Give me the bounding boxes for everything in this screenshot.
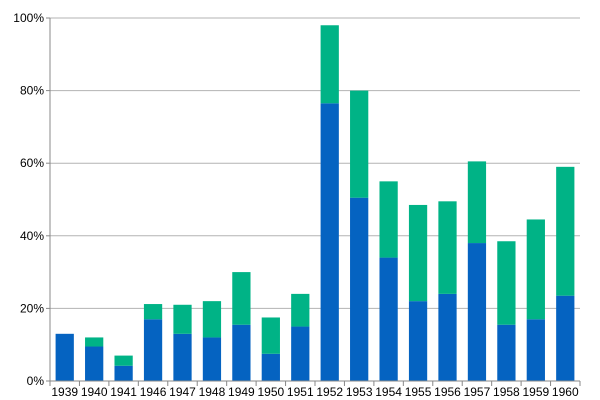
bar-segment-series-1 (408, 301, 428, 381)
bar-segment-series-2 (85, 337, 104, 347)
x-tick-label: 1957 (464, 385, 491, 399)
bar-segment-series-2 (438, 201, 457, 294)
bar-segment-series-1 (55, 333, 74, 381)
x-tick-label: 1941 (110, 385, 137, 399)
bar-segment-series-2 (556, 166, 575, 296)
x-tick-label: 1950 (257, 385, 284, 399)
bar-segment-series-2 (173, 304, 192, 334)
bar-segment-series-1 (526, 319, 545, 381)
x-tick-label: 1954 (375, 385, 402, 399)
x-tick-label: 1940 (81, 385, 108, 399)
bar-segment-series-2 (114, 355, 133, 366)
bar-segment-series-1 (261, 353, 280, 381)
bar-segment-series-2 (143, 304, 163, 320)
bar-segment-series-2 (202, 301, 222, 338)
x-tick-label: 1952 (316, 385, 343, 399)
x-tick-label: 1949 (228, 385, 255, 399)
bar-segment-series-2 (379, 181, 398, 258)
x-tick-label: 1939 (51, 385, 78, 399)
bar-segment-series-1 (438, 293, 457, 381)
bar-segment-series-1 (350, 197, 369, 381)
x-tick-label: 1948 (199, 385, 226, 399)
bar-segment-series-2 (232, 272, 251, 325)
bar-segment-series-1 (114, 365, 133, 381)
bar-segment-series-2 (350, 90, 369, 198)
bar-segment-series-1 (232, 324, 251, 381)
y-tick-label: 20% (20, 301, 44, 315)
bar-segment-series-2 (291, 293, 310, 327)
x-tick-label: 1955 (405, 385, 432, 399)
y-axis-tick-labels: 0% 20% 40% 60% 80% 100% (13, 11, 50, 388)
bar-segment-series-1 (320, 103, 339, 382)
x-tick-label: 1959 (522, 385, 549, 399)
bar-segment-series-2 (261, 317, 280, 354)
bar-segment-series-1 (497, 324, 516, 381)
bar-segment-series-1 (173, 333, 192, 381)
bar-segment-series-1 (143, 319, 163, 381)
bar-segment-series-2 (467, 161, 487, 244)
bar-segment-series-2 (408, 204, 428, 302)
x-tick-label: 1951 (287, 385, 314, 399)
bar-segment-series-2 (497, 241, 516, 325)
bar-segment-series-2 (320, 25, 339, 104)
gridlines (50, 17, 580, 309)
bar-segment-series-1 (291, 326, 310, 381)
x-tick-label: 1953 (346, 385, 373, 399)
bar-segment-series-2 (526, 219, 545, 320)
bars (55, 25, 575, 382)
x-tick-label: 1960 (552, 385, 579, 399)
y-tick-label: 60% (20, 156, 44, 170)
bar-segment-series-1 (85, 346, 104, 381)
y-tick-label: 100% (13, 11, 44, 25)
x-tick-label: 1958 (493, 385, 520, 399)
x-tick-label: 1956 (434, 385, 461, 399)
bar-segment-series-1 (202, 337, 222, 381)
y-tick-label: 80% (20, 84, 44, 98)
bar-segment-series-1 (556, 295, 575, 381)
x-tick-label: 1947 (169, 385, 196, 399)
y-tick-label: 40% (20, 229, 44, 243)
x-tick-label: 1946 (140, 385, 167, 399)
bar-segment-series-1 (467, 243, 487, 381)
y-tick-label: 0% (27, 374, 45, 388)
bar-segment-series-1 (379, 257, 398, 381)
x-axis-tick-labels: 1939 1940 1941 1946 1947 1948 1949 1950 1951 1952… (49, 381, 581, 399)
